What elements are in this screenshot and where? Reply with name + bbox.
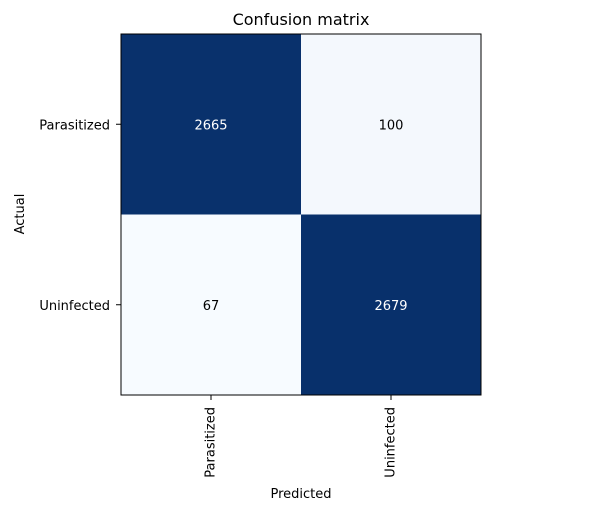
heatmap-cells [121,34,481,395]
x-tick-label-uninfected: Uninfected [384,407,399,478]
cell-value-label: 2665 [194,118,227,133]
chart-title: Confusion matrix [233,10,370,29]
y-axis: Parasitized Uninfected [39,118,121,314]
heatmap-cell [121,34,301,215]
heatmap-cell-labels: 2665 100 67 2679 [194,118,407,314]
x-axis-label: Predicted [270,487,331,502]
y-tick-label-parasitized: Parasitized [39,118,110,133]
y-axis-label: Actual [13,194,28,235]
x-tick-label-parasitized: Parasitized [204,407,219,478]
cell-value-label: 100 [379,118,404,133]
y-tick-label-uninfected: Uninfected [39,299,110,314]
cell-value-label: 2679 [374,299,407,314]
plot-frame [120,33,482,396]
heatmap-cell [301,214,481,395]
x-axis: Parasitized Uninfected [204,395,399,478]
cell-value-label: 67 [203,299,220,314]
heatmap-cell [121,214,301,395]
heatmap-cell [301,34,481,215]
